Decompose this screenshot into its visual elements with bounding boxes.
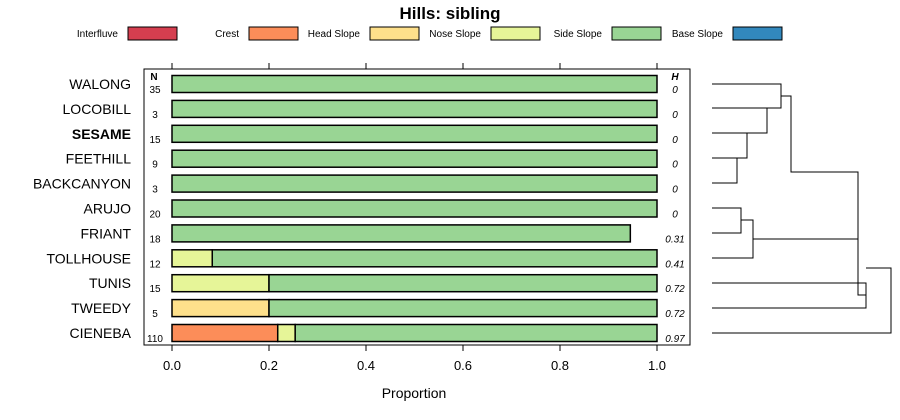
x-axis-label: Proportion	[382, 385, 447, 401]
bar-segment	[294, 323, 658, 343]
bar-segment	[211, 249, 658, 268]
bar-segment	[171, 99, 658, 119]
chart-title: Hills: sibling	[399, 4, 500, 23]
bar-segment	[171, 273, 270, 293]
n-value: 12	[149, 259, 161, 270]
h-value: 0	[672, 85, 678, 96]
n-value: 18	[149, 234, 161, 245]
row-label: CIENEBA	[70, 325, 132, 341]
row-label: ARUJO	[84, 201, 132, 217]
h-value: 0	[672, 185, 678, 196]
h-value: 0	[672, 110, 678, 121]
legend-label: Nose Slope	[429, 29, 481, 40]
legend-label: Crest	[215, 29, 239, 40]
row-label: WALONG	[69, 76, 131, 92]
bar-row: CIENEBA 110 0.97	[70, 323, 685, 345]
n-value: 15	[149, 284, 161, 295]
row-label: TWEEDY	[71, 300, 132, 316]
h-value: 0.72	[665, 284, 685, 295]
bar-row: TOLLHOUSE 12 0.41	[46, 249, 685, 270]
h-value: 0.31	[665, 234, 684, 245]
x-tick-label: 0.4	[357, 358, 375, 373]
row-label: TOLLHOUSE	[46, 250, 131, 266]
row-label: TUNIS	[89, 275, 131, 291]
h-value: 0	[672, 210, 678, 221]
h-value: 0.97	[665, 334, 685, 345]
x-tick-label: 0.6	[454, 358, 472, 373]
dendrogram-branch	[712, 267, 892, 334]
n-value: 9	[152, 160, 158, 171]
dendrogram-branch	[712, 207, 742, 234]
bar-segment	[171, 224, 632, 243]
bar-segment	[171, 199, 658, 218]
bar-segment	[268, 273, 658, 293]
legend-swatch	[248, 26, 299, 41]
legend-swatch	[611, 26, 662, 41]
x-axis: 0.0 0.2 0.4 0.6 0.8 1.0	[163, 63, 666, 373]
plot-frame	[143, 68, 691, 346]
n-value: 3	[152, 185, 158, 196]
dendrogram-branch	[712, 282, 867, 309]
x-tick-label: 1.0	[648, 358, 666, 373]
h-column-header: H	[671, 72, 679, 83]
bar-row: TWEEDY 5 0.72	[71, 298, 685, 320]
bar-row: SESAME 15 0	[72, 124, 678, 146]
bar-segment	[171, 249, 214, 268]
n-value: 15	[149, 135, 161, 146]
bar-row: FRIANT 18 0.31	[80, 224, 685, 245]
bar-segment	[171, 174, 658, 193]
dendrogram-branch	[753, 238, 866, 296]
bar-segment	[268, 298, 658, 318]
row-label: LOCOBILL	[63, 101, 132, 117]
row-label: SESAME	[72, 126, 131, 142]
bar-segment	[276, 323, 296, 343]
n-column-header: N	[150, 72, 157, 83]
legend-swatch	[490, 26, 541, 41]
n-value: 20	[149, 210, 161, 221]
n-value: 5	[152, 309, 158, 320]
bar-row: FEETHILL 9 0	[66, 149, 678, 171]
h-value: 0	[672, 135, 678, 146]
bar-row: ARUJO 20 0	[84, 199, 678, 221]
row-label: BACKCANYON	[33, 176, 131, 192]
h-value: 0	[672, 160, 678, 171]
bar-row: LOCOBILL 3 0	[63, 99, 678, 121]
bar-segment	[171, 323, 279, 343]
bar-row: WALONG 35 0	[69, 74, 678, 96]
legend: Interfluve Crest Head Slope Nose Slope Side …	[77, 26, 783, 41]
legend-label: Interfluve	[77, 29, 119, 40]
legend-label: Head Slope	[308, 29, 361, 40]
dendrogram	[712, 83, 892, 334]
bar-segment	[171, 74, 658, 94]
row-label: FEETHILL	[66, 151, 132, 167]
legend-label: Base Slope	[672, 29, 724, 40]
n-value: 35	[149, 85, 161, 96]
h-value: 0.41	[665, 259, 684, 270]
row-label: FRIANT	[80, 225, 131, 241]
dendrogram-branch	[781, 95, 859, 239]
bar-segment	[171, 149, 658, 168]
bar-row: BACKCANYON 3 0	[33, 174, 678, 196]
legend-swatch	[369, 26, 420, 41]
x-tick-label: 0.8	[551, 358, 569, 373]
h-value: 0.72	[665, 309, 685, 320]
bar-row: TUNIS 15 0.72	[89, 273, 685, 295]
dendrogram-branch	[712, 219, 754, 259]
x-tick-label: 0.2	[260, 358, 278, 373]
legend-swatch	[127, 26, 178, 41]
bar-segment	[171, 124, 658, 144]
n-value: 3	[152, 110, 158, 121]
legend-label: Side Slope	[554, 29, 603, 40]
legend-swatch	[732, 26, 783, 41]
n-value: 110	[147, 334, 163, 345]
bar-segment	[171, 298, 270, 318]
x-tick-label: 0.0	[163, 358, 181, 373]
